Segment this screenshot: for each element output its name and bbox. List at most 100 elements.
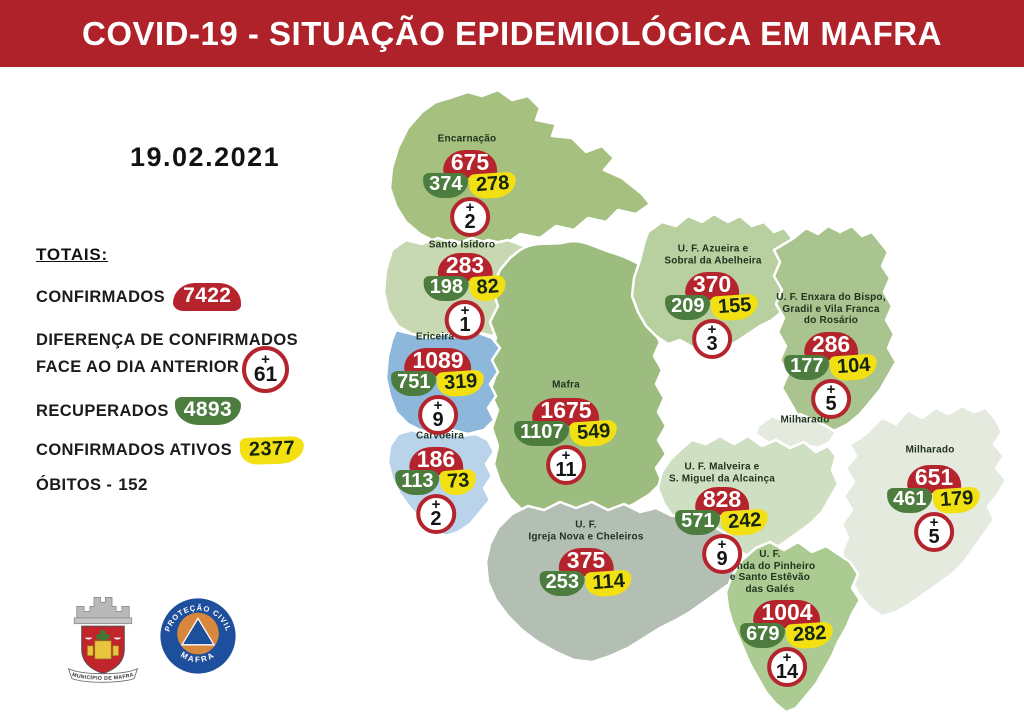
stats-azueira: 370 209 155 + 3 — [665, 272, 760, 360]
recovered-badge: 198 — [423, 276, 470, 302]
region-label-igreja-nova: U. F. Igreja Nova e Cheleiros — [528, 519, 644, 543]
new-cases-circle: + 9 — [418, 395, 458, 436]
diferenca-circle-badge: + 61 — [242, 346, 289, 393]
new-cases-value: 14 — [775, 661, 799, 684]
region-label-venda-pinheiro: U. F. Venda do Pinheiro e Santo Estêvão … — [724, 549, 816, 595]
new-cases-circle: + 5 — [811, 379, 851, 420]
header-banner: COVID-19 - SITUAÇÃO EPIDEMIOLÓGICA EM MA… — [0, 0, 1024, 67]
new-cases-circle: + 2 — [415, 494, 456, 535]
report-date: 19.02.2021 — [130, 142, 281, 172]
region-label-milharado: Milharado — [905, 444, 955, 456]
region-shape-milharado — [840, 404, 1008, 618]
active-badge: 155 — [710, 293, 760, 322]
recovered-badge: 177 — [784, 355, 830, 381]
obitos-value: 152 — [118, 475, 148, 494]
active-badge: 242 — [720, 508, 770, 537]
plus-icon: + — [929, 514, 939, 532]
stats-santo-isidoro: 283 198 82 + 1 — [423, 253, 508, 341]
region-label-mafra: Mafra — [552, 379, 580, 391]
recuperados-total-badge: 4893 — [174, 397, 242, 425]
totals-heading: TOTAIS: — [36, 245, 109, 264]
active-badge: 282 — [785, 621, 835, 650]
region-shape-enxara — [772, 224, 898, 436]
coat-ribbon-text: MUNICÍPIO DE MAFRA — [71, 672, 134, 682]
totals-row-recuperados: RECUPERADOS 4893 — [36, 397, 242, 425]
totals-row-obitos: ÓBITOS - 152 — [36, 475, 148, 495]
plus-icon: + — [460, 302, 470, 320]
recovered-badge: 209 — [665, 295, 711, 321]
new-cases-circle: + 14 — [767, 647, 807, 688]
new-cases-value: 1 — [459, 314, 471, 337]
stats-enxara: 286 177 104 + 5 — [784, 332, 879, 420]
region-label-santo-isidoro: Santo Isidoro — [428, 239, 496, 251]
plus-icon: + — [561, 447, 571, 465]
ribbon-banner: MUNICÍPIO DE MAFRA — [67, 667, 139, 683]
new-cases-value: 11 — [555, 459, 577, 482]
new-cases-value: 2 — [430, 508, 442, 531]
protecao-civil-logo: PROTEÇÃO CIVIL MAFRA — [160, 598, 236, 674]
totals-row-diferenca: DIFERENÇA DE CONFIRMADOS FACE AO DIA ANT… — [36, 327, 298, 381]
active-badge: 278 — [468, 171, 518, 200]
region-label-encarnacao: Encarnação — [437, 133, 497, 145]
recovered-badge: 113 — [395, 470, 440, 496]
region-label-azueira: U. F. Azueira e Sobral da Abelheira — [664, 243, 762, 267]
new-cases-circle: + 2 — [450, 197, 490, 238]
new-cases-circle: + 1 — [445, 300, 485, 341]
page-title: COVID-19 - SITUAÇÃO EPIDEMIOLÓGICA EM MA… — [82, 14, 942, 52]
new-cases-value: 2 — [464, 211, 476, 234]
region-label-malveira: U. F. Malveira e S. Miguel da Alcainça — [668, 461, 776, 485]
stats-milharado: 651 461 179 + 5 — [887, 465, 982, 553]
recovered-badge: 253 — [539, 571, 586, 597]
plus-icon: + — [261, 350, 270, 368]
region-label-enxara: U. F. Enxara do Bispo, Gradil e Vila Fra… — [776, 291, 886, 326]
stats-venda-pinheiro: 1004 679 282 + 14 — [740, 600, 835, 688]
stats-mafra: 1675 1107 549 + 11 — [514, 398, 619, 486]
region-label-carvoeira: Carvoeira — [416, 430, 464, 442]
plus-icon: + — [431, 496, 441, 514]
new-cases-value: 5 — [928, 526, 940, 549]
stats-carvoeira: 186 113 73 + 2 — [395, 447, 478, 535]
new-cases-circle: + 3 — [692, 319, 732, 360]
active-badge: 549 — [569, 419, 619, 448]
active-badge: 114 — [585, 569, 634, 598]
active-badge: 73 — [439, 468, 478, 497]
plus-icon: + — [433, 397, 443, 415]
confirmados-label: CONFIRMADOS — [36, 287, 166, 306]
mural-crown-icon — [73, 597, 133, 625]
active-badge: 82 — [469, 274, 508, 303]
region-label-milharado-enclave: Milharado — [780, 414, 830, 426]
region-label-ericeira: Ericeira — [415, 331, 455, 343]
recovered-badge: 679 — [740, 623, 786, 649]
shield-icon — [81, 625, 125, 675]
stats-encarnacao: 675 374 278 + 2 — [423, 150, 518, 238]
new-cases-circle: + 5 — [914, 512, 954, 553]
stats-malveira: 828 571 242 + 9 — [675, 487, 770, 575]
plus-icon: + — [782, 649, 792, 667]
recovered-badge: 374 — [423, 173, 469, 199]
obitos-label: ÓBITOS - — [36, 475, 113, 494]
active-badge: 179 — [932, 486, 982, 515]
new-cases-value: 9 — [432, 409, 444, 432]
stats-ericeira: 1089 751 319 + 9 — [391, 348, 486, 436]
new-cases-value: 9 — [716, 548, 728, 571]
recuperados-label: RECUPERADOS — [36, 401, 169, 420]
mafra-coat-of-arms-logo: MUNICÍPIO DE MAFRA — [67, 597, 139, 683]
recovered-badge: 571 — [675, 510, 721, 536]
confirmed-badge: 1004 — [753, 600, 821, 629]
new-cases-value: 5 — [825, 393, 837, 416]
recovered-badge: 1107 — [514, 421, 570, 447]
recovered-badge: 751 — [391, 371, 437, 397]
active-badge: 319 — [436, 369, 486, 398]
stats-igreja-nova: 375 253 114 — [539, 548, 634, 598]
svg-text:MUNICÍPIO DE MAFRA: MUNICÍPIO DE MAFRA — [71, 672, 134, 682]
new-cases-circle: + 9 — [702, 534, 742, 575]
recovered-badge: 461 — [887, 488, 933, 514]
plus-icon: + — [717, 536, 727, 554]
confirmados-total-badge: 7422 — [173, 283, 242, 311]
diferenca-label-line1: DIFERENÇA DE CONFIRMADOS — [36, 331, 298, 349]
civil-protection-triangle-icon — [180, 617, 216, 646]
new-cases-circle: + 11 — [545, 445, 586, 486]
diferenca-label-line2: FACE AO DIA ANTERIOR — [36, 358, 240, 376]
totals-row-confirmados: CONFIRMADOS 7422 — [36, 283, 242, 311]
